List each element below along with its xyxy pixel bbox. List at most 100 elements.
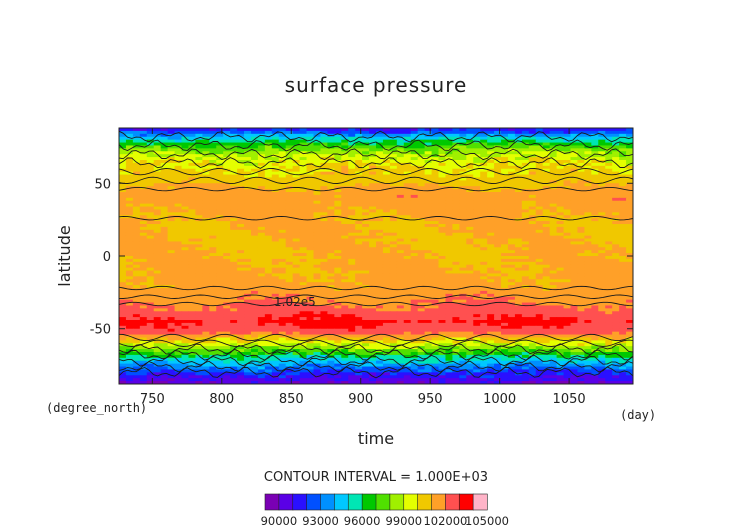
heatmap-cell (535, 145, 544, 149)
heatmap-cell (507, 241, 516, 245)
heatmap-cell (188, 197, 197, 202)
heatmap-cell (549, 256, 558, 260)
heatmap-cell (424, 194, 433, 199)
heatmap-cell (403, 224, 412, 228)
heatmap-cell (612, 305, 620, 309)
heatmap-cell (521, 206, 530, 211)
heatmap-cell (528, 165, 537, 170)
heatmap-cell (382, 162, 391, 167)
heatmap-cell (521, 221, 530, 225)
heatmap-cell (188, 154, 197, 158)
heatmap-cell (369, 322, 377, 327)
heatmap-cell (376, 186, 384, 190)
heatmap-cell (376, 148, 384, 152)
heatmap-cell (473, 157, 481, 161)
heatmap-cell (570, 238, 579, 243)
heatmap-cell (209, 244, 217, 248)
heatmap-cell (598, 148, 606, 152)
heatmap-cell (216, 224, 224, 228)
heatmap-cell (257, 197, 266, 202)
heatmap-cell (306, 253, 315, 257)
heatmap-cell (570, 267, 579, 272)
heatmap-cell (452, 238, 460, 243)
heatmap-cell (181, 145, 190, 149)
heatmap-cell (369, 197, 377, 202)
heatmap-cell (417, 299, 426, 304)
heatmap-cell (160, 128, 169, 132)
heatmap-cell (369, 200, 377, 205)
heatmap-cell (577, 148, 585, 152)
heatmap-cell (202, 279, 210, 283)
heatmap-cell (514, 299, 523, 304)
heatmap-cell (202, 157, 210, 161)
heatmap-cell (424, 212, 433, 216)
heatmap-cell (424, 165, 433, 170)
heatmap-cell (591, 244, 599, 248)
heatmap-cell (452, 279, 460, 283)
heatmap-cell (459, 232, 467, 237)
heatmap-cell (507, 168, 516, 173)
heatmap-cell (577, 285, 585, 289)
heatmap-cell (209, 264, 217, 269)
heatmap-cell (167, 194, 176, 199)
heatmap-cell (160, 293, 169, 298)
heatmap-cell (202, 314, 210, 318)
heatmap-cell (577, 142, 585, 147)
heatmap-cell (146, 305, 155, 309)
heatmap-cell (223, 264, 231, 269)
heatmap-cell (535, 203, 544, 208)
heatmap-cell (362, 311, 370, 315)
heatmap-cell (264, 221, 273, 225)
heatmap-cell (223, 247, 231, 251)
heatmap-cell (355, 145, 363, 149)
heatmap-cell (494, 244, 502, 248)
heatmap-cell (209, 165, 217, 170)
heatmap-cell (292, 165, 301, 170)
heatmap-cell (556, 290, 565, 295)
heatmap-cell (285, 299, 294, 304)
heatmap-cell (591, 290, 599, 295)
heatmap-cell (514, 282, 523, 286)
heatmap-cell (535, 229, 544, 234)
heatmap-cell (188, 299, 197, 304)
heatmap-cell (410, 165, 419, 170)
heatmap-cell (292, 139, 301, 144)
heatmap-cell (264, 314, 273, 318)
heatmap-cell (320, 282, 328, 286)
heatmap-cell (257, 224, 266, 228)
heatmap-cell (591, 320, 599, 324)
heatmap-cell (417, 148, 426, 152)
heatmap-cell (410, 288, 419, 292)
heatmap-cell (167, 209, 176, 213)
heatmap-cell (598, 145, 606, 149)
heatmap-cell (487, 145, 495, 149)
heatmap-cell (382, 290, 391, 295)
heatmap-cell (348, 256, 356, 260)
heatmap-cell (521, 224, 530, 228)
heatmap-cell (626, 183, 633, 187)
heatmap-cell (626, 256, 633, 260)
heatmap-cell (403, 285, 412, 289)
heatmap-cell (223, 311, 231, 315)
heatmap-cell (146, 282, 155, 286)
heatmap-cell (195, 183, 203, 187)
heatmap-cell (153, 215, 162, 219)
heatmap-cell (598, 232, 606, 237)
heatmap-cell (119, 282, 127, 286)
heatmap-cell (257, 215, 266, 219)
heatmap-cell (146, 133, 155, 138)
heatmap-cell (209, 229, 217, 234)
heatmap-cell (376, 293, 384, 298)
heatmap-cell (570, 171, 579, 176)
heatmap-cell (563, 258, 572, 263)
heatmap-cell (480, 293, 488, 298)
heatmap-cell (264, 165, 273, 170)
heatmap-cell (424, 200, 433, 205)
heatmap-cell (542, 224, 551, 228)
heatmap-cell (181, 308, 190, 312)
heatmap-cell (237, 305, 245, 309)
heatmap-cell (501, 186, 509, 190)
heatmap-cell (348, 247, 356, 251)
heatmap-cell (466, 244, 474, 248)
heatmap-cell (535, 282, 544, 286)
